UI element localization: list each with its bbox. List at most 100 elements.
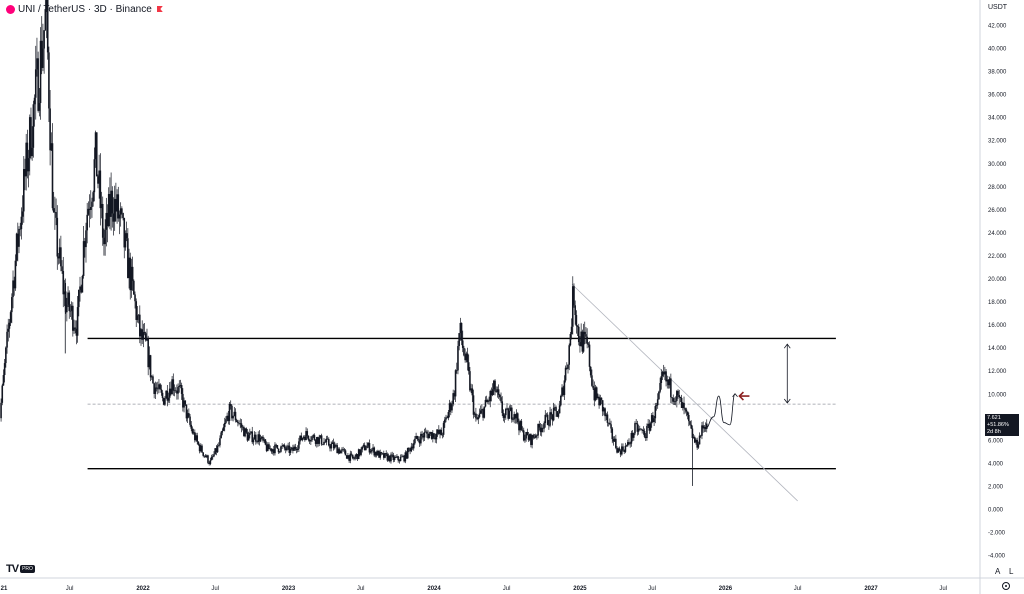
candle-body [607,422,610,424]
candle-body [544,414,547,424]
candle-body [259,437,262,442]
candle-body [209,460,212,464]
candle-body [497,389,500,395]
candle-body [599,397,602,406]
candle-body [225,419,227,423]
candle-body [642,430,645,432]
candle-body [558,405,561,414]
candle-body [246,432,249,441]
auto-scale-button[interactable]: A [995,567,1001,576]
candle-body [494,380,496,392]
candle-body [67,292,69,305]
candle-body [188,413,190,417]
candle-body [316,437,318,444]
candle-body [239,423,242,424]
last-price-label: 7.621 +51.86% 2d 8h [985,414,1019,436]
candle-body [381,453,384,454]
currency-label[interactable]: USDT [988,4,1008,11]
candle-body [463,347,465,356]
candle-body [217,445,220,446]
candle-body [377,450,379,456]
candle-body [369,451,372,453]
candle-body [30,117,32,157]
candle-body [36,58,38,70]
candle-body [6,331,8,348]
candle-body [222,427,225,431]
candle-body [592,385,594,389]
flag-icon[interactable] [156,6,163,12]
candle-body [111,190,114,214]
candle-body [526,431,529,436]
candle-body [81,275,84,293]
candle-body [247,435,250,441]
candle-body [477,417,480,420]
candle-body [210,456,213,461]
candle-body [512,419,514,421]
candle-body [619,450,622,455]
candle-body [300,435,303,441]
candle-body [74,327,77,329]
candle-body [233,411,236,416]
candle-body [641,429,643,431]
candle-body [550,412,553,415]
candle-body [672,398,675,402]
candle-body [8,322,11,329]
candle-body [326,438,329,440]
candle-body [662,372,665,375]
candle-body [635,423,637,424]
candle-body [213,454,215,457]
candle-body [319,435,322,438]
candle-body [399,456,402,462]
x-tick-label: Jul [939,586,947,592]
x-tick-label: Jul [648,586,656,592]
candle-body [667,379,670,386]
settings-icon[interactable] [1002,582,1010,590]
candle-body [327,439,330,446]
candle-body [447,412,450,419]
candle-body [591,375,593,386]
candle-body [54,212,56,213]
candle-body [363,444,366,451]
candle-body [26,142,29,172]
candle-body [436,429,439,434]
candle-body [337,449,340,454]
candle-body [554,407,556,408]
candle-body [678,395,681,397]
candle-body [127,238,129,279]
y-tick-label: 18.000 [988,300,1007,306]
candle-body [563,380,566,396]
candle-body [705,423,708,430]
candle-body [198,444,201,452]
candle-body [79,286,81,290]
candle-body [125,233,128,239]
candle-body [104,229,106,245]
log-scale-button[interactable]: L [1009,567,1014,576]
candle-body [85,230,87,248]
candle-body [274,444,276,454]
candle-body [202,452,205,456]
candle-body [442,422,445,435]
candle-body [280,446,282,452]
candle-body [636,423,639,432]
candle-body [52,208,55,213]
candle-body [536,435,538,436]
candle-body [542,427,544,429]
candle-body [192,432,195,434]
candle-body [367,443,370,446]
candle-body [525,431,527,439]
candle-body [159,384,161,390]
candle-body [343,449,346,451]
candle-body [394,457,397,458]
x-tick-label: 2025 [573,586,587,592]
candle-body [606,414,609,423]
candle-body [499,394,501,398]
candle-body [458,333,460,347]
candle-body [101,203,104,238]
candle-body [702,425,704,429]
candle-body [403,455,405,462]
tradingview-logo[interactable]: TV PRO [6,563,35,575]
candle-body [318,437,321,444]
candle-body [488,400,490,402]
candle-body [82,241,85,276]
